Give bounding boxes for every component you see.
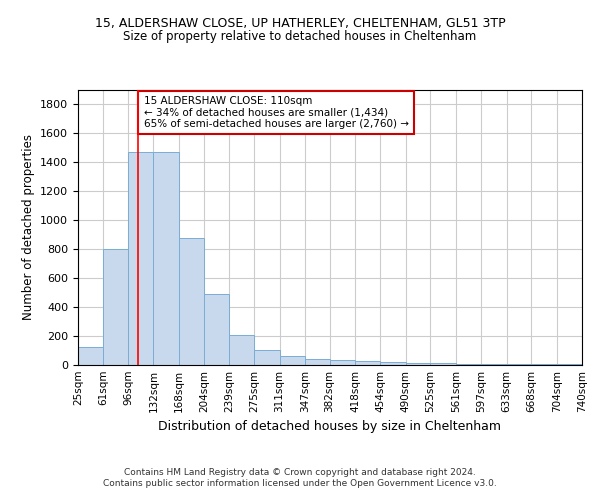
Bar — [355, 360, 380, 365]
Bar — [329, 360, 355, 365]
Y-axis label: Number of detached properties: Number of detached properties — [22, 134, 35, 320]
Bar — [481, 364, 506, 365]
Bar — [179, 238, 204, 365]
Bar — [305, 359, 329, 365]
Bar — [430, 364, 456, 365]
Bar — [557, 364, 582, 365]
Bar — [229, 336, 254, 365]
Bar — [254, 350, 280, 365]
Bar — [204, 294, 229, 365]
Bar — [506, 364, 531, 365]
Bar — [154, 152, 179, 365]
X-axis label: Distribution of detached houses by size in Cheltenham: Distribution of detached houses by size … — [158, 420, 502, 434]
Bar — [531, 364, 557, 365]
Text: 15 ALDERSHAW CLOSE: 110sqm
← 34% of detached houses are smaller (1,434)
65% of s: 15 ALDERSHAW CLOSE: 110sqm ← 34% of deta… — [143, 96, 409, 129]
Text: 15, ALDERSHAW CLOSE, UP HATHERLEY, CHELTENHAM, GL51 3TP: 15, ALDERSHAW CLOSE, UP HATHERLEY, CHELT… — [95, 18, 505, 30]
Bar — [456, 364, 481, 365]
Text: Contains HM Land Registry data © Crown copyright and database right 2024.
Contai: Contains HM Land Registry data © Crown c… — [103, 468, 497, 487]
Bar — [103, 249, 128, 365]
Bar — [380, 362, 406, 365]
Bar — [406, 364, 430, 365]
Bar — [280, 356, 305, 365]
Text: Size of property relative to detached houses in Cheltenham: Size of property relative to detached ho… — [124, 30, 476, 43]
Bar — [78, 347, 103, 365]
Bar — [128, 152, 154, 365]
